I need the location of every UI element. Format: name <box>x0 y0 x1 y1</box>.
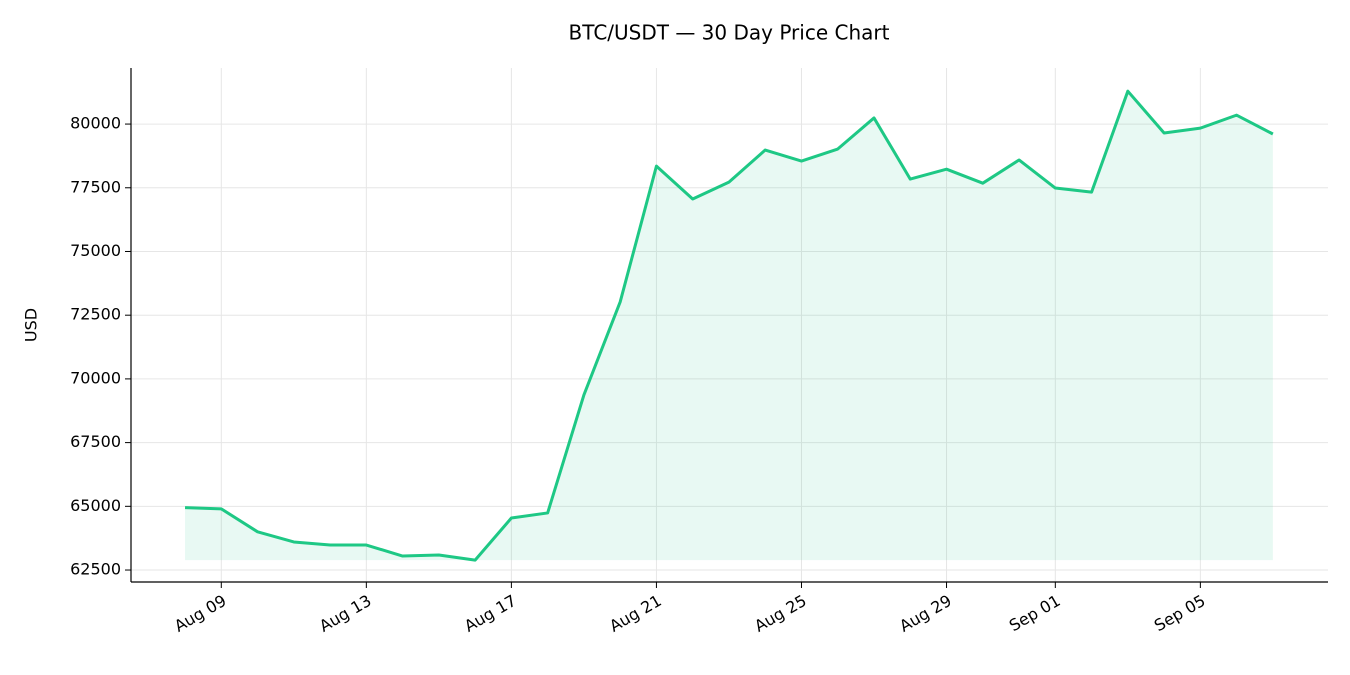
x-tick-label: Aug 09 <box>171 591 230 636</box>
area <box>185 91 1273 561</box>
y-tick-label: 65000 <box>70 496 121 515</box>
y-tick-label: 80000 <box>70 114 121 133</box>
x-tick-label: Aug 29 <box>896 591 955 636</box>
chart-title: BTC/USDT — 30 Day Price Chart <box>569 21 890 45</box>
y-tick-label: 67500 <box>70 432 121 451</box>
y-tick-label: 62500 <box>70 560 121 579</box>
x-tick-label: Aug 25 <box>751 591 810 636</box>
y-tick-label: 72500 <box>70 305 121 324</box>
y-tick-label: 75000 <box>70 241 121 260</box>
x-tick-label: Sep 01 <box>1006 591 1064 635</box>
x-tick-label: Sep 05 <box>1151 591 1209 635</box>
x-tick-label: Aug 13 <box>316 591 375 636</box>
x-tick-label: Aug 17 <box>461 591 520 636</box>
y-axis-label: USD <box>22 308 41 342</box>
y-tick-label: 77500 <box>70 177 121 196</box>
x-tick-label: Aug 21 <box>606 591 665 636</box>
line <box>184 89 1274 562</box>
y-tick-label: 70000 <box>70 368 121 387</box>
